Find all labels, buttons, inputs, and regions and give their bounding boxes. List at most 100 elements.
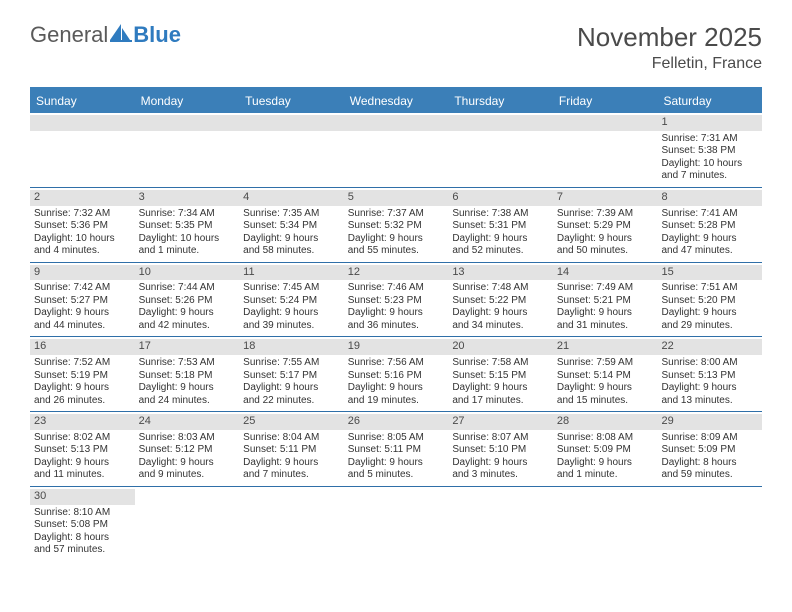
cell-line: Daylight: 9 hours — [557, 457, 654, 470]
cell-line: Sunset: 5:20 PM — [661, 295, 758, 308]
cell-line: Sunrise: 8:08 AM — [557, 432, 654, 445]
week-row: 2Sunrise: 7:32 AMSunset: 5:36 PMDaylight… — [30, 188, 762, 263]
week-row: 23Sunrise: 8:02 AMSunset: 5:13 PMDayligh… — [30, 412, 762, 487]
cell-line: and 24 minutes. — [139, 395, 236, 408]
cell-line: and 47 minutes. — [661, 245, 758, 258]
cell-line: Sunset: 5:34 PM — [243, 220, 340, 233]
cell-line: Sunrise: 7:59 AM — [557, 357, 654, 370]
cell-line: Daylight: 9 hours — [452, 307, 549, 320]
cell-line: Daylight: 9 hours — [139, 457, 236, 470]
cell-line: Daylight: 9 hours — [34, 307, 131, 320]
day-number: 16 — [30, 339, 135, 355]
calendar-cell: 15Sunrise: 7:51 AMSunset: 5:20 PMDayligh… — [657, 263, 762, 337]
cell-line: Daylight: 9 hours — [452, 457, 549, 470]
day-number: 30 — [30, 489, 135, 505]
logo-sail-icon — [110, 22, 132, 48]
cell-line: and 55 minutes. — [348, 245, 445, 258]
calendar-cell: 9Sunrise: 7:42 AMSunset: 5:27 PMDaylight… — [30, 263, 135, 337]
cell-line: Sunrise: 7:58 AM — [452, 357, 549, 370]
cell-line: Sunrise: 7:48 AM — [452, 282, 549, 295]
day-number: 25 — [239, 414, 344, 430]
week-row: 16Sunrise: 7:52 AMSunset: 5:19 PMDayligh… — [30, 337, 762, 412]
cell-line: and 34 minutes. — [452, 320, 549, 333]
cell-line: Daylight: 9 hours — [34, 457, 131, 470]
day-header: Monday — [135, 89, 240, 113]
cell-line: Sunset: 5:09 PM — [557, 444, 654, 457]
day-number — [448, 115, 553, 131]
cell-line: Sunrise: 8:09 AM — [661, 432, 758, 445]
cell-line: Sunset: 5:29 PM — [557, 220, 654, 233]
cell-line: Daylight: 9 hours — [557, 382, 654, 395]
day-header: Sunday — [30, 89, 135, 113]
cell-line: Sunset: 5:35 PM — [139, 220, 236, 233]
cell-line: and 1 minute. — [557, 469, 654, 482]
cell-line: Sunrise: 7:55 AM — [243, 357, 340, 370]
cell-line: and 50 minutes. — [557, 245, 654, 258]
calendar-cell: 24Sunrise: 8:03 AMSunset: 5:12 PMDayligh… — [135, 412, 240, 486]
cell-line: Daylight: 9 hours — [243, 382, 340, 395]
cell-line: Sunrise: 7:49 AM — [557, 282, 654, 295]
day-number: 9 — [30, 265, 135, 281]
cell-line: Sunset: 5:18 PM — [139, 370, 236, 383]
cell-line: Sunset: 5:08 PM — [34, 519, 131, 532]
cell-line: Daylight: 9 hours — [661, 382, 758, 395]
day-header: Friday — [553, 89, 658, 113]
day-number: 5 — [344, 190, 449, 206]
calendar-cell — [344, 113, 449, 187]
calendar-cell: 14Sunrise: 7:49 AMSunset: 5:21 PMDayligh… — [553, 263, 658, 337]
cell-line: Sunrise: 7:42 AM — [34, 282, 131, 295]
calendar-cell: 20Sunrise: 7:58 AMSunset: 5:15 PMDayligh… — [448, 337, 553, 411]
calendar-cell: 4Sunrise: 7:35 AMSunset: 5:34 PMDaylight… — [239, 188, 344, 262]
calendar-cell: 17Sunrise: 7:53 AMSunset: 5:18 PMDayligh… — [135, 337, 240, 411]
day-number: 1 — [657, 115, 762, 131]
cell-line: Sunset: 5:14 PM — [557, 370, 654, 383]
cell-line: Sunset: 5:11 PM — [243, 444, 340, 457]
cell-line: Sunset: 5:17 PM — [243, 370, 340, 383]
day-number: 27 — [448, 414, 553, 430]
calendar-cell: 8Sunrise: 7:41 AMSunset: 5:28 PMDaylight… — [657, 188, 762, 262]
page-header: General Blue November 2025 Felletin, Fra… — [0, 0, 792, 81]
calendar-cell: 23Sunrise: 8:02 AMSunset: 5:13 PMDayligh… — [30, 412, 135, 486]
calendar-cell: 6Sunrise: 7:38 AMSunset: 5:31 PMDaylight… — [448, 188, 553, 262]
cell-line: Daylight: 9 hours — [34, 382, 131, 395]
cell-line: and 59 minutes. — [661, 469, 758, 482]
calendar-cell: 21 Sunrise: 7:59 AMSunset: 5:14 PMDayligh… — [553, 337, 658, 411]
cell-line: and 9 minutes. — [139, 469, 236, 482]
day-number: 12 — [344, 265, 449, 281]
cell-line: Daylight: 8 hours — [34, 532, 131, 545]
cell-line: Sunrise: 7:56 AM — [348, 357, 445, 370]
day-number: 18 — [239, 339, 344, 355]
calendar-cell — [657, 487, 762, 561]
cell-line: and 52 minutes. — [452, 245, 549, 258]
day-header: Thursday — [448, 89, 553, 113]
cell-line: Sunrise: 7:37 AM — [348, 208, 445, 221]
cell-line: Sunset: 5:36 PM — [34, 220, 131, 233]
cell-line: Daylight: 9 hours — [557, 233, 654, 246]
cell-line: and 4 minutes. — [34, 245, 131, 258]
calendar-cell: 28Sunrise: 8:08 AMSunset: 5:09 PMDayligh… — [553, 412, 658, 486]
day-number: 6 — [448, 190, 553, 206]
cell-line: and 58 minutes. — [243, 245, 340, 258]
day-number: 24 — [135, 414, 240, 430]
cell-line: Sunrise: 7:41 AM — [661, 208, 758, 221]
cell-line: Sunset: 5:38 PM — [661, 145, 758, 158]
cell-line: Sunrise: 8:05 AM — [348, 432, 445, 445]
cell-line: Sunset: 5:10 PM — [452, 444, 549, 457]
cell-line: Sunrise: 7:45 AM — [243, 282, 340, 295]
cell-line: Daylight: 9 hours — [348, 457, 445, 470]
cell-line: Sunrise: 7:44 AM — [139, 282, 236, 295]
cell-line: Sunset: 5:26 PM — [139, 295, 236, 308]
day-number: 4 — [239, 190, 344, 206]
cell-line: Daylight: 8 hours — [661, 457, 758, 470]
cell-line: Daylight: 9 hours — [661, 233, 758, 246]
cell-line: and 29 minutes. — [661, 320, 758, 333]
cell-line: Sunrise: 7:35 AM — [243, 208, 340, 221]
day-number: 2 — [30, 190, 135, 206]
day-number: 21 — [553, 339, 658, 355]
cell-line: and 39 minutes. — [243, 320, 340, 333]
day-number: 19 — [344, 339, 449, 355]
cell-line: Daylight: 10 hours — [661, 158, 758, 171]
calendar-cell: 7Sunrise: 7:39 AMSunset: 5:29 PMDaylight… — [553, 188, 658, 262]
calendar-cell: 1Sunrise: 7:31 AMSunset: 5:38 PMDaylight… — [657, 113, 762, 187]
calendar: Sunday Monday Tuesday Wednesday Thursday… — [30, 87, 762, 561]
